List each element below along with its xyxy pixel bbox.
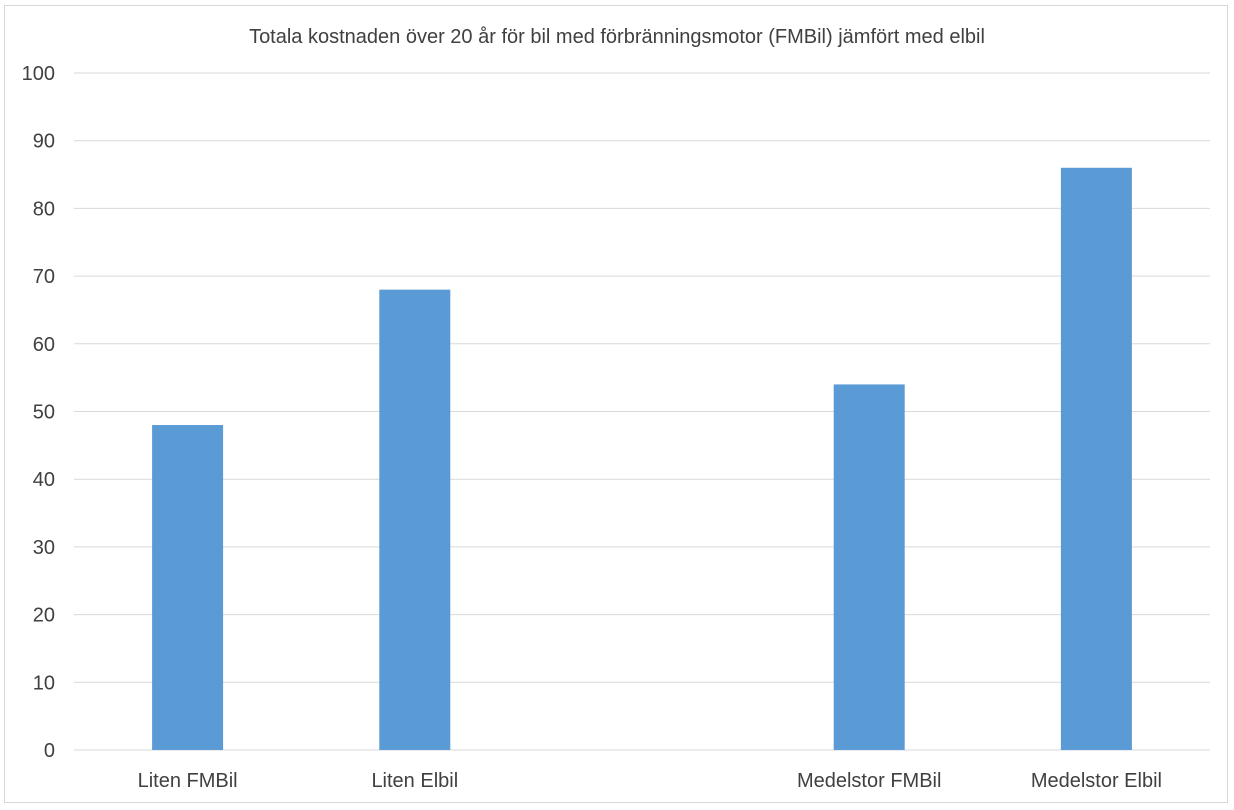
bars bbox=[152, 167, 1132, 750]
x-axis-ticks: Liten FMBil Liten Elbil Medelstor FMBil Med… bbox=[138, 770, 1162, 792]
gridlines bbox=[74, 72, 1210, 751]
bar bbox=[833, 384, 905, 750]
y-tick-label: 60 bbox=[33, 334, 55, 356]
bar bbox=[152, 425, 224, 750]
x-tick-label: Medelstor FMBil bbox=[797, 770, 941, 792]
y-tick-label: 100 bbox=[22, 63, 55, 85]
y-tick-label: 80 bbox=[33, 198, 55, 220]
y-tick-label: 70 bbox=[33, 266, 55, 288]
y-tick-label: 90 bbox=[33, 131, 55, 153]
y-tick-label: 20 bbox=[33, 605, 55, 627]
y-tick-label: 0 bbox=[44, 740, 55, 762]
x-tick-label: Liten FMBil bbox=[138, 770, 238, 792]
y-tick-label: 10 bbox=[33, 672, 55, 694]
chart-title: Totala kostnaden över 20 år för bil med … bbox=[249, 26, 985, 48]
x-tick-label: Medelstor Elbil bbox=[1031, 770, 1162, 792]
x-tick-label: Liten Elbil bbox=[371, 770, 458, 792]
y-tick-label: 40 bbox=[33, 469, 55, 491]
y-tick-label: 50 bbox=[33, 402, 55, 424]
y-axis-ticks: 0 10 20 30 40 50 60 70 80 90 100 bbox=[22, 63, 55, 762]
bar bbox=[379, 289, 451, 750]
bar bbox=[1060, 167, 1132, 750]
y-tick-label: 30 bbox=[33, 537, 55, 559]
